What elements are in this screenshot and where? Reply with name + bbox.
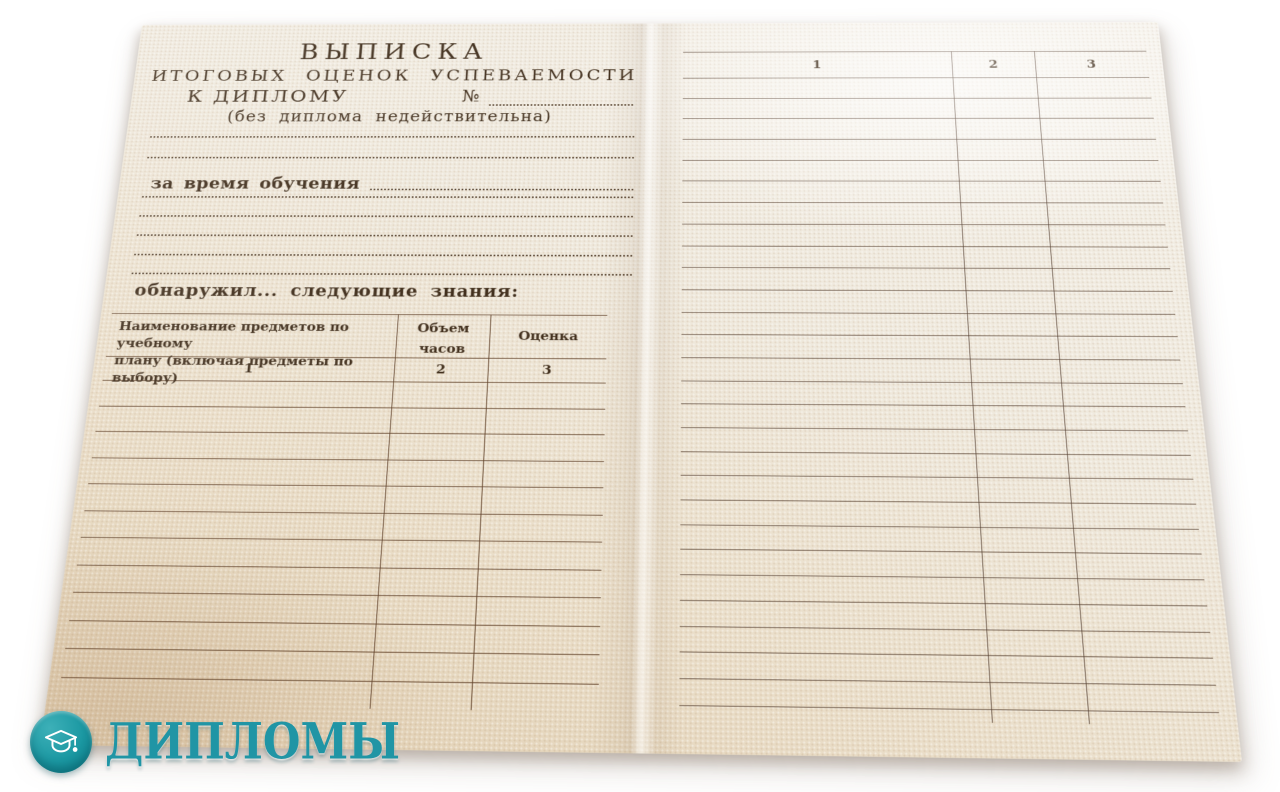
table-row — [682, 77, 1152, 99]
watermark-logo: ДИПЛОМЫ — [30, 711, 406, 773]
column-number: 2 — [988, 57, 999, 71]
column-header-hours: Объем часов — [416, 320, 470, 356]
table-row — [679, 678, 1219, 713]
column-header-grade: Оценка — [517, 328, 579, 344]
subjects-table: Наименование предметов по учебному плану… — [61, 313, 608, 711]
left-page: ВЫПИСКА ИТОГОВЫХ ОЦЕНОК УСПЕВАЕМОСТИ К Д… — [40, 24, 644, 754]
right-page: 1 2 3 — [633, 22, 1242, 762]
column-header-subjects: Наименование предметов по учебному плану… — [106, 314, 398, 386]
table-row — [88, 457, 604, 489]
table-row — [681, 224, 1168, 248]
diploma-spread: ВЫПИСКА ИТОГОВЫХ ОЦЕНОК УСПЕВАЕМОСТИ К Д… — [39, 22, 1243, 763]
column-number: 3 — [1086, 57, 1097, 71]
graduation-cap-icon — [44, 729, 78, 753]
table-row — [681, 267, 1173, 292]
column-number: 1 — [243, 360, 255, 376]
subjects-table-body — [679, 77, 1219, 713]
table-row — [681, 246, 1171, 270]
table-row — [91, 431, 605, 462]
table-row — [681, 357, 1183, 384]
table-row — [680, 404, 1189, 432]
brand-name: ДИПЛОМЫ — [105, 713, 401, 771]
table-row — [682, 118, 1157, 140]
study-period-row: за время обучения — [143, 173, 634, 193]
subjects-table-continued: 1 2 3 — [679, 50, 1219, 725]
column-header-subjects-line1: Наименование предметов по учебному — [115, 318, 350, 351]
findings-label: обнаружил... следующие знания: — [133, 280, 520, 301]
column-number-row: 1 2 3 — [102, 356, 607, 384]
table-row — [680, 428, 1191, 456]
table-row — [682, 160, 1161, 182]
study-period-label: за время обучения — [149, 174, 361, 193]
dotted-line — [150, 135, 635, 138]
dotted-line — [134, 253, 633, 257]
table-row — [681, 312, 1178, 338]
column-number-row: 1 2 3 — [682, 50, 1150, 79]
subjects-table-body — [61, 380, 606, 685]
page-subtitle: ИТОГОВЫХ ОЦЕНОК УСПЕВАЕМОСТИ — [150, 66, 638, 85]
table-row — [682, 98, 1154, 120]
dotted-line — [147, 156, 634, 159]
dotted-line — [131, 272, 632, 276]
column-number: 3 — [541, 362, 552, 378]
column-number: 1 — [812, 58, 822, 72]
table-row — [61, 648, 600, 685]
table-row — [682, 139, 1159, 161]
validity-note: (без диплома недействительна) — [226, 107, 553, 126]
table-row — [682, 202, 1166, 226]
table-row — [681, 381, 1186, 408]
subjects-table-header: Наименование предметов по учебному плану… — [105, 313, 608, 386]
dotted-line — [136, 234, 633, 237]
page-title: ВЫПИСКА — [298, 39, 490, 65]
table-row — [95, 406, 606, 436]
dotted-line — [141, 196, 634, 199]
diploma-number-row: К ДИПЛОМУ № — [147, 87, 635, 107]
table-row — [681, 290, 1176, 315]
number-sign: № — [461, 87, 481, 106]
logo-circle — [30, 711, 92, 773]
table-row — [682, 181, 1164, 204]
column-number: 2 — [435, 361, 447, 377]
table-row — [681, 335, 1181, 361]
dotted-line — [139, 215, 633, 218]
study-period-blank — [370, 188, 634, 191]
diploma-label: К ДИПЛОМУ — [185, 87, 350, 107]
